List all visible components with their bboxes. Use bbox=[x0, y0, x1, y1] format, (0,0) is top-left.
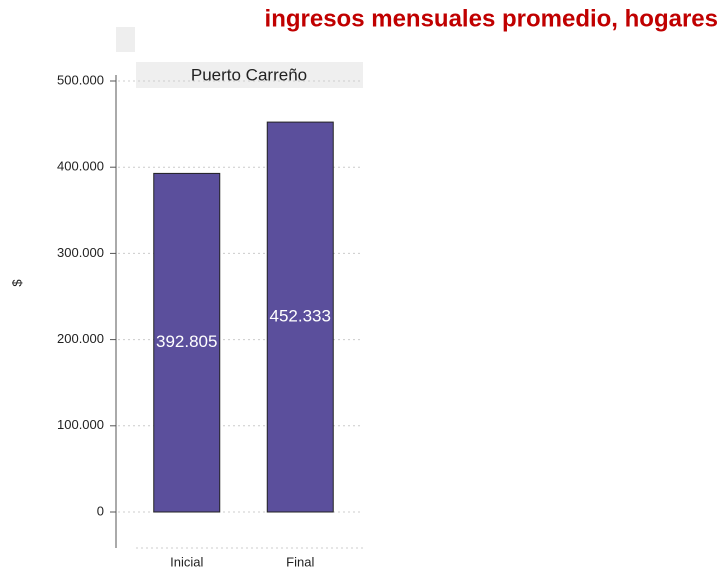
y-tick-label: 500.000 bbox=[57, 72, 104, 87]
y-tick-label: 200.000 bbox=[57, 331, 104, 346]
y-tick-label: 0 bbox=[97, 503, 104, 518]
facet-label: Puerto Carreño bbox=[191, 65, 307, 84]
x-tick-label: Final bbox=[286, 554, 314, 569]
facet-strip bbox=[136, 62, 363, 88]
value-label: 452.333 bbox=[270, 307, 331, 326]
value-label: 392.805 bbox=[156, 332, 217, 351]
y-axis-label: $ bbox=[9, 279, 24, 287]
y-tick-label: 100.000 bbox=[57, 417, 104, 432]
y-tick-label: 300.000 bbox=[57, 245, 104, 260]
placeholder-box bbox=[116, 27, 135, 52]
bar bbox=[266, 121, 334, 513]
x-tick-label: Inicial bbox=[170, 554, 203, 569]
bar bbox=[153, 172, 221, 513]
chart-title: ingresos mensuales promedio, hogares bbox=[265, 5, 718, 32]
y-tick-label: 400.000 bbox=[57, 159, 104, 174]
